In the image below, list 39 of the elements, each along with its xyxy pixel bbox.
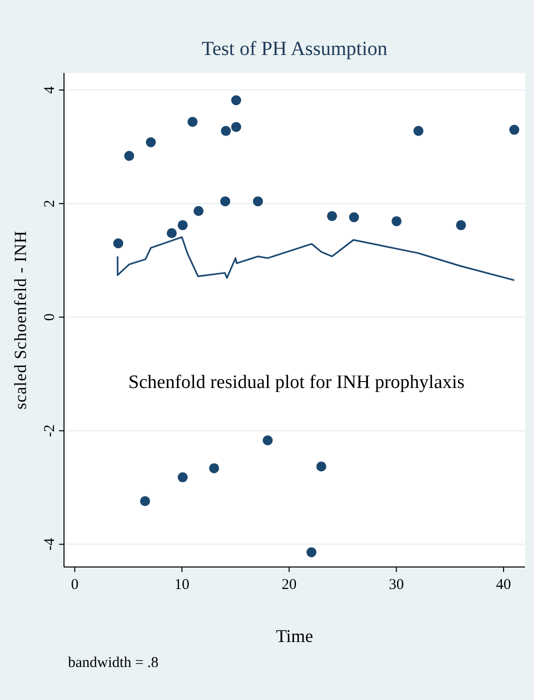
point [456, 220, 466, 230]
point [231, 95, 242, 106]
point [220, 196, 230, 206]
x-tick-label: 20 [282, 577, 297, 593]
x-tick-label: 40 [496, 577, 512, 593]
y-tick-label: 4 [42, 86, 58, 94]
point [188, 116, 198, 127]
point [178, 472, 188, 482]
text: bandwidth = .8 [68, 655, 159, 671]
y-tick-label: -4 [42, 538, 58, 551]
annotation: Schenfold residual plot for INH prophylaxis [128, 372, 465, 394]
point [327, 211, 338, 222]
point [349, 212, 359, 222]
point [166, 228, 177, 238]
point [252, 196, 263, 206]
point [413, 126, 424, 136]
point [140, 496, 150, 506]
point [392, 216, 402, 226]
point [316, 461, 326, 472]
point [194, 206, 204, 216]
y-axis-title: scaled Schoenfeld - INH [11, 230, 30, 410]
x-axis-title: Time [276, 626, 314, 646]
y-tick-label: 0 [42, 313, 58, 321]
x-tick-label: 30 [388, 577, 404, 593]
x-tick-label: 10 [174, 577, 190, 593]
point [220, 126, 231, 136]
point [146, 137, 156, 148]
y-tick-label: 2 [42, 200, 58, 208]
x-tick-label: 0 [70, 577, 78, 593]
point [178, 220, 188, 230]
y-tick-label: -2 [42, 424, 58, 437]
point [262, 435, 273, 446]
point [306, 547, 316, 558]
point [509, 124, 520, 135]
chart-title: Test of PH Assumption [202, 38, 388, 60]
point [124, 150, 134, 161]
point [113, 238, 124, 248]
point [231, 122, 242, 132]
point [209, 463, 220, 474]
